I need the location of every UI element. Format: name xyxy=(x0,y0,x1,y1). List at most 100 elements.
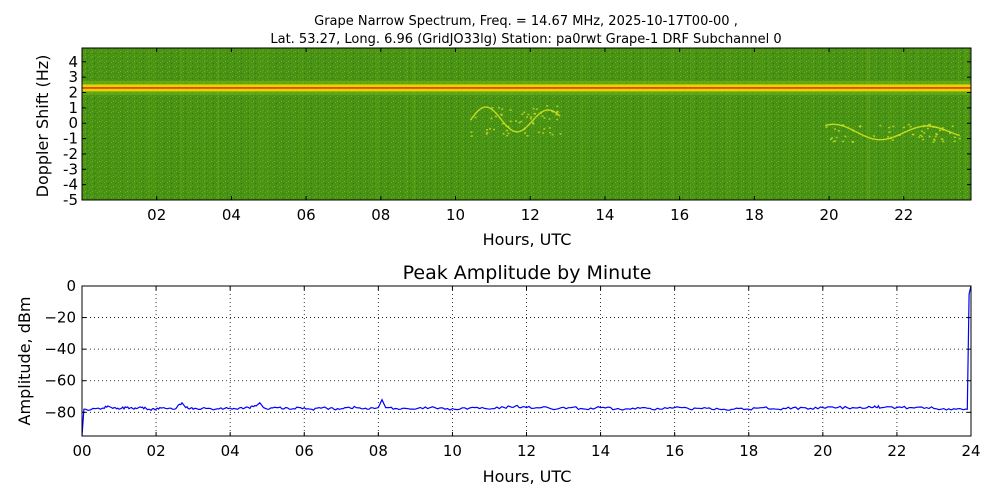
x-tick-label: 02 xyxy=(147,442,166,460)
y-tick-label: 3 xyxy=(68,68,78,86)
noise-streak xyxy=(414,48,416,200)
noise-streak xyxy=(875,48,877,200)
noise-streak xyxy=(406,48,407,200)
noise-streak xyxy=(627,48,629,200)
doppler-speck xyxy=(524,132,526,134)
doppler-speck xyxy=(958,137,961,140)
x-tick-label: 14 xyxy=(591,442,610,460)
noise-streak xyxy=(902,48,903,200)
y-tick-label: -4 xyxy=(63,176,78,194)
noise-streak xyxy=(218,48,220,200)
doppler-speck xyxy=(490,117,493,120)
doppler-speck xyxy=(888,131,891,133)
noise-streak xyxy=(302,48,304,200)
x-tick-label: 10 xyxy=(443,442,462,460)
doppler-speck xyxy=(537,131,540,134)
doppler-speck xyxy=(921,130,923,132)
doppler-trace xyxy=(469,106,561,133)
noise-streak xyxy=(735,48,737,200)
doppler-speck xyxy=(543,128,546,130)
doppler-speck xyxy=(851,141,854,143)
doppler-speck xyxy=(949,132,951,134)
doppler-speck xyxy=(932,126,935,128)
noise-streak xyxy=(442,48,444,200)
doppler-speck xyxy=(928,135,931,138)
noise-streak xyxy=(730,48,732,200)
doppler-speck xyxy=(921,135,924,138)
noise-streak xyxy=(758,48,760,200)
noise-streak xyxy=(917,48,919,200)
doppler-speck xyxy=(935,126,938,129)
x-tick-label: 22 xyxy=(887,442,906,460)
noise-streak xyxy=(318,48,320,200)
noise-streak xyxy=(252,48,254,200)
doppler-speck xyxy=(530,116,533,118)
doppler-speck xyxy=(837,130,840,132)
doppler-speck xyxy=(844,135,847,138)
noise-streak xyxy=(91,48,93,200)
noise-streak xyxy=(488,48,490,200)
doppler-speck xyxy=(501,108,504,110)
doppler-speck xyxy=(515,120,517,122)
noise-streak xyxy=(690,48,692,200)
doppler-speck xyxy=(829,138,832,140)
x-tick-label: 12 xyxy=(521,206,540,224)
noise-streak xyxy=(645,48,647,200)
noise-streak xyxy=(149,48,150,200)
doppler-speck xyxy=(501,123,504,125)
noise-streak xyxy=(967,48,969,200)
x-tick-label: 06 xyxy=(295,442,314,460)
noise-streak xyxy=(867,48,869,200)
noise-streak xyxy=(187,48,189,200)
noise-streak xyxy=(849,48,851,200)
noise-streak xyxy=(730,48,732,200)
doppler-speck xyxy=(546,105,549,107)
noise-streak xyxy=(339,48,341,200)
doppler-speck xyxy=(909,125,912,128)
noise-streak xyxy=(510,48,512,200)
y-tick-label: -1 xyxy=(63,130,78,148)
noise-streak xyxy=(740,48,742,200)
noise-streak xyxy=(377,48,379,200)
noise-streak xyxy=(581,48,583,200)
noise-streak xyxy=(374,48,376,200)
noise-streak xyxy=(100,48,102,200)
doppler-speck xyxy=(552,110,555,113)
noise-streak xyxy=(347,48,349,200)
noise-streak xyxy=(217,48,219,200)
noise-streak xyxy=(149,48,151,200)
doppler-speck xyxy=(953,140,956,143)
amplitude-title: Peak Amplitude by Minute xyxy=(403,262,652,284)
noise-streak xyxy=(406,48,408,200)
doppler-speck xyxy=(927,123,930,126)
noise-streak xyxy=(157,48,159,200)
noise-streak xyxy=(414,48,416,200)
doppler-speck xyxy=(835,136,838,139)
doppler-feature xyxy=(825,123,961,143)
x-tick-label: 16 xyxy=(665,442,684,460)
doppler-speck xyxy=(951,125,954,128)
noise-streak xyxy=(808,48,810,200)
spectrogram-xlabel: Hours, UTC xyxy=(483,230,572,249)
amplitude-xlabel: Hours, UTC xyxy=(483,467,572,486)
doppler-speck xyxy=(541,115,544,117)
noise-streak xyxy=(644,48,646,200)
noise-streak xyxy=(681,48,682,200)
doppler-speck xyxy=(891,139,894,141)
noise-streak xyxy=(813,48,815,200)
noise-streak xyxy=(524,48,526,200)
doppler-speck xyxy=(548,118,551,120)
doppler-speck xyxy=(523,111,526,114)
spectrogram-x-ticks: 02 04 06 08 10 12 14 16 18 20 22 xyxy=(147,48,913,224)
doppler-speck xyxy=(831,137,833,139)
doppler-speck xyxy=(923,124,926,127)
noise-streak xyxy=(870,48,872,200)
doppler-speck xyxy=(892,125,895,128)
noise-streak xyxy=(753,48,755,200)
noise-streak xyxy=(759,48,761,200)
noise-streak xyxy=(268,48,270,200)
doppler-speck xyxy=(556,118,559,121)
doppler-speck xyxy=(852,129,855,132)
noise-streak xyxy=(655,48,657,200)
doppler-speck xyxy=(470,135,473,137)
